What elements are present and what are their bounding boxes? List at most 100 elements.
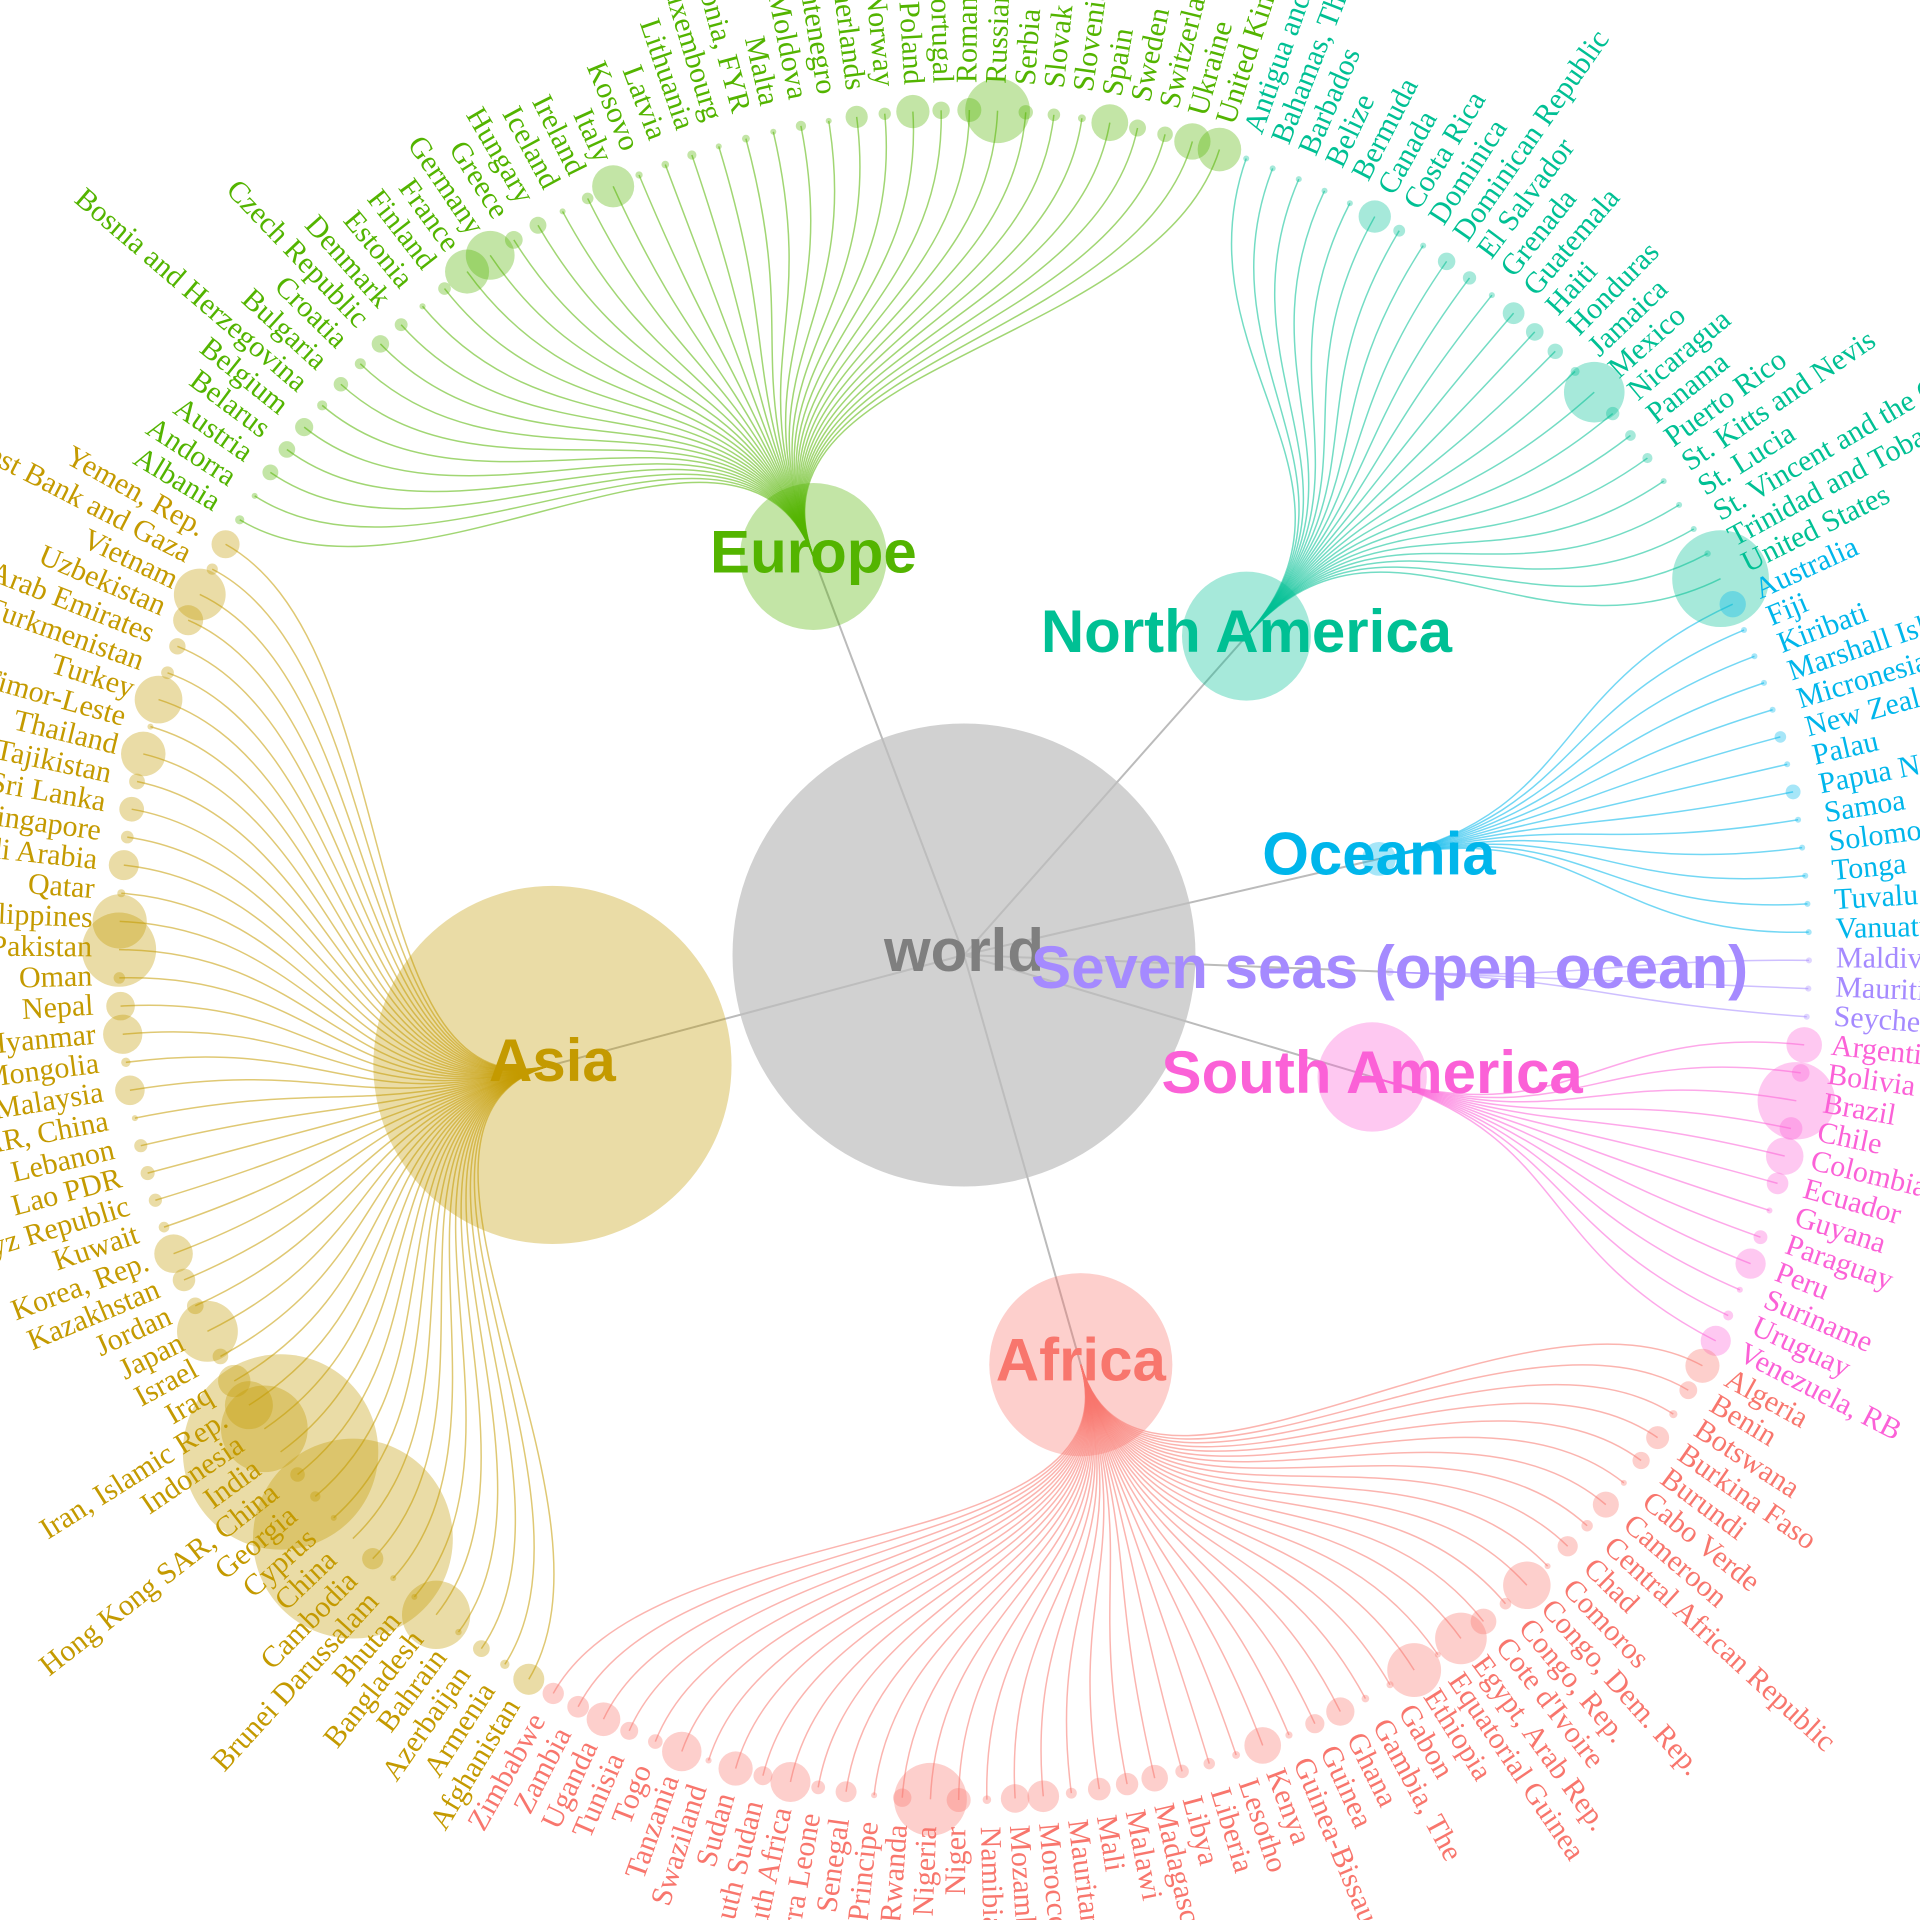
continent-label: Asia (489, 1027, 616, 1094)
country-node (529, 216, 547, 234)
link (802, 127, 1139, 557)
continent-node (1362, 842, 1396, 876)
link (1080, 1364, 1316, 1725)
country-node (1719, 590, 1746, 618)
link (1371, 1076, 1792, 1130)
link (801, 118, 1083, 557)
country-node (1503, 1561, 1551, 1610)
country-node (1669, 1410, 1678, 1419)
country-node (1557, 1536, 1578, 1557)
link (466, 271, 815, 557)
link (1371, 1076, 1761, 1238)
link (314, 1064, 553, 1498)
link (163, 1064, 553, 1228)
link (321, 404, 815, 557)
country-node (1803, 1013, 1810, 1020)
link (121, 892, 553, 1075)
link (225, 543, 553, 1070)
country-label: Maldives (1836, 941, 1920, 975)
country-node (1786, 1027, 1822, 1063)
country-node (278, 441, 296, 458)
world-label: world (883, 917, 1044, 984)
link (280, 1064, 553, 1453)
country-node (946, 1787, 971, 1813)
country-label: Niger (939, 1827, 972, 1896)
country-node (1769, 706, 1776, 713)
link (901, 1364, 1092, 1798)
country-node (1488, 292, 1495, 299)
nodes (81, 78, 1836, 1836)
country-node (1606, 406, 1620, 421)
country-label: Nepal (21, 989, 95, 1026)
link (734, 1364, 1088, 1769)
link (119, 948, 553, 1077)
link (413, 1064, 553, 1598)
country-node (290, 1467, 305, 1482)
country-node (419, 303, 426, 310)
link (303, 426, 815, 557)
link (167, 672, 553, 1071)
country-node (206, 563, 218, 575)
country-node (106, 991, 135, 1021)
country-node (224, 1381, 273, 1430)
country-node (559, 208, 566, 215)
country-node (129, 773, 145, 790)
country-node (1027, 1780, 1060, 1813)
country-node (513, 1663, 545, 1695)
country-node (1232, 1751, 1241, 1759)
country-node (1642, 453, 1653, 464)
country-node (148, 1193, 162, 1207)
link (136, 780, 553, 1073)
link (1245, 294, 1493, 637)
country-node (354, 358, 366, 370)
continent-node (1385, 967, 1394, 976)
country-node (741, 134, 750, 143)
country-node (158, 1221, 170, 1233)
country-node (542, 1682, 564, 1705)
country-node (1018, 105, 1033, 120)
country-node (1358, 200, 1391, 233)
country-node (134, 1139, 148, 1153)
country-label: Namibia (974, 1826, 1010, 1920)
country-node (1795, 816, 1802, 823)
link (803, 141, 1194, 557)
country-node (1676, 501, 1683, 508)
link (1245, 457, 1648, 637)
country-node (1753, 1230, 1768, 1245)
link (1371, 1076, 1751, 1265)
link (1080, 1364, 1642, 1462)
country-node (173, 568, 226, 621)
link (173, 1064, 553, 1255)
link (804, 149, 1221, 557)
country-node (1525, 323, 1544, 341)
link (537, 224, 815, 557)
link (795, 111, 915, 557)
link (1245, 216, 1376, 637)
link (269, 471, 815, 557)
country-node (1047, 108, 1061, 122)
link (873, 1364, 1091, 1796)
country-node (932, 101, 950, 120)
country-node (1784, 761, 1791, 768)
link (1080, 1364, 1128, 1785)
country-node (1700, 1325, 1731, 1356)
link (1245, 370, 1576, 637)
country-node (1805, 957, 1812, 964)
link (207, 1064, 553, 1333)
country-node (620, 1721, 639, 1740)
country-node (117, 889, 126, 898)
country-label: Rwanda (874, 1823, 914, 1920)
link (1245, 571, 1721, 637)
country-node (445, 249, 490, 294)
country-node (317, 400, 328, 411)
link (1378, 845, 1808, 906)
link (1389, 971, 1809, 990)
country-node (687, 150, 697, 160)
country-node (295, 418, 314, 437)
link (1080, 1364, 1485, 1622)
country-node (1625, 430, 1636, 441)
country-node (1174, 123, 1211, 160)
country-node (500, 1659, 510, 1670)
link (1378, 791, 1794, 860)
link (352, 1064, 553, 1540)
